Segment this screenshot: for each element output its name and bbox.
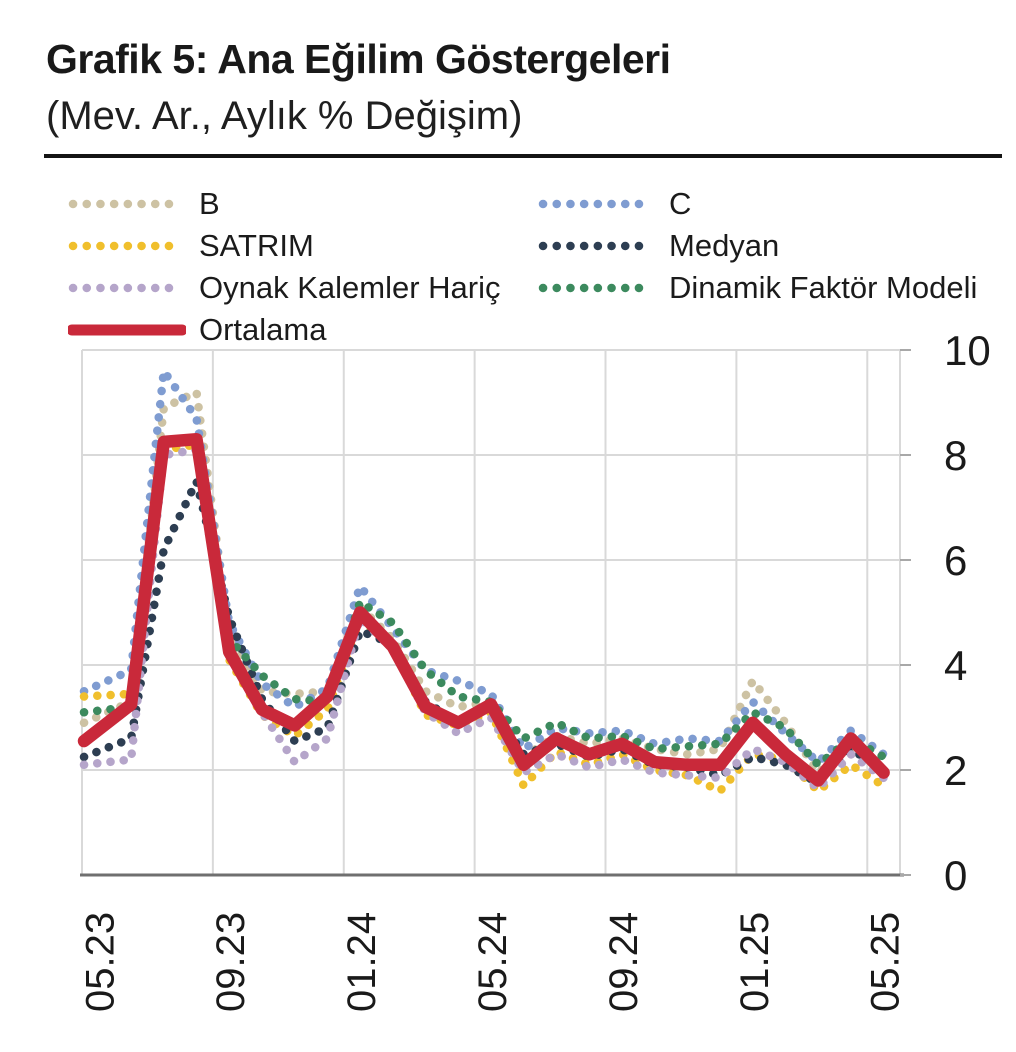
x-axis-label: 05.24 [471, 912, 515, 1012]
series-line-c [79, 366, 888, 767]
legend-marker-dotted [68, 283, 186, 293]
chart-title: Grafik 5: Ana Eğilim Göstergeleri [46, 36, 671, 82]
legend-item-c: C [538, 183, 998, 225]
title-separator [44, 154, 1002, 158]
legend-marker-dotted [68, 199, 186, 209]
legend-marker-solid [68, 324, 186, 336]
x-axis-label: 05.23 [78, 912, 122, 1012]
x-axis-label: 09.23 [209, 912, 253, 1012]
legend-label: Medyan [669, 228, 780, 263]
legend-item-b: B [68, 183, 538, 225]
legend-marker-dotted [538, 241, 656, 251]
legend-item-ortalama: Ortalama [68, 309, 538, 351]
legend-label: Dinamik Faktör Modeli [669, 270, 978, 305]
legend: B C SATRIM Medyan Oynak Kalemler Hariç D… [68, 183, 998, 351]
legend-marker-dotted [538, 199, 656, 209]
x-axis-label: 01.24 [340, 912, 384, 1012]
chart-subtitle: (Mev. Ar., Aylık % Değişim) [46, 94, 523, 138]
legend-label: SATRIM [199, 228, 314, 263]
legend-label: B [199, 186, 220, 221]
legend-item-medyan: Medyan [538, 225, 998, 267]
legend-label: C [669, 186, 692, 221]
legend-item-satrim: SATRIM [68, 225, 538, 267]
y-axis-label: 2 [944, 747, 967, 794]
legend-label: Oynak Kalemler Hariç [199, 270, 501, 305]
legend-marker-dotted [68, 241, 186, 251]
legend-item-oynak-kalemler-haric: Oynak Kalemler Hariç [68, 267, 538, 309]
x-axis-label: 05.25 [864, 912, 908, 1012]
x-axis-label: 01.25 [733, 912, 777, 1012]
y-axis-label: 4 [944, 642, 967, 689]
y-axis-label: 6 [944, 537, 967, 584]
y-axis-label: 10 [944, 327, 991, 374]
x-axis-label: 09.24 [602, 912, 646, 1012]
legend-marker-dotted [538, 283, 656, 293]
legend-label: Ortalama [199, 312, 327, 347]
y-axis-label: 0 [944, 852, 967, 899]
y-axis-label: 8 [944, 432, 967, 479]
series-line-ortalama [77, 432, 890, 787]
legend-item-dinamik-faktor-modeli: Dinamik Faktör Modeli [538, 267, 998, 309]
